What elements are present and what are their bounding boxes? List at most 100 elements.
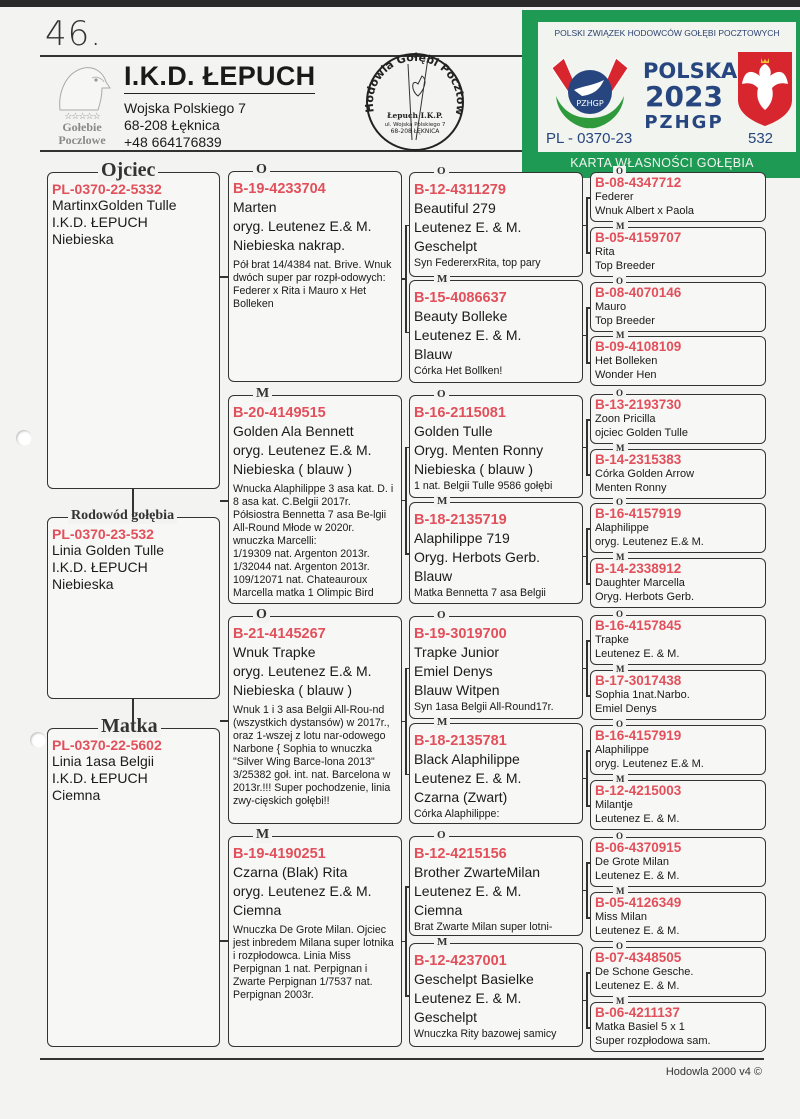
pedigree-box[interactable]: O B-07-4348505 De Schone Gesche. Leutenez E… (590, 941, 766, 997)
pedigree-box[interactable]: O B-16-4157845 Trapke Leutenez E. & M. (590, 609, 766, 665)
sex-label: O (613, 831, 627, 841)
connector-line (402, 278, 406, 280)
pigeon-info: De Schone Gesche. (595, 966, 694, 978)
pigeon-note: Matka Bennetta 7 asa Belgii (414, 587, 546, 599)
pigeon-note: Wnuk 1 i 3 asa Belgii All-Rou-nd (wszyst… (233, 704, 391, 807)
pedigree-box[interactable]: M B-17-3017438 Sophia 1nat.Narbo. Emiel Den… (590, 664, 766, 720)
pigeon-info: Oryg. Herbots Gerb. (414, 549, 541, 565)
sex-label: M (613, 774, 628, 784)
connector-line (583, 555, 587, 557)
pedigree-box[interactable]: Ojciec PL-0370-22-5332 MartinxGolden Tulle… (47, 159, 220, 489)
ring-number: B-20-4149515 (233, 405, 326, 421)
pedigree-box[interactable]: O B-16-4157919 Alaphilippe oryg. Leutenez E… (590, 719, 766, 775)
pigeon-info: Oryg. Menten Ronny (414, 442, 544, 458)
sex-label: M (613, 221, 628, 231)
pigeon-info: Rita (595, 246, 615, 258)
ring-number: B-06-4370915 (595, 840, 682, 855)
pigeon-info: Leutenez E. & M. (414, 883, 522, 899)
pigeon-info: Linia 1asa Belgii (52, 753, 154, 769)
sex-label: M (613, 552, 628, 562)
divider (40, 1058, 764, 1060)
pedigree-box[interactable]: O B-19-4233704 Marten oryg. Leutenez E.& M.… (228, 162, 402, 382)
connector-line (583, 446, 587, 448)
pedigree-box[interactable]: M B-06-4211137 Matka Basiel 5 x 1 Super roz… (590, 996, 766, 1052)
pigeon-info: Niebieska (52, 231, 114, 247)
pedigree-box[interactable]: M B-14-2315383 Córka Golden Arrow Menten Ro… (590, 443, 766, 499)
pigeon-info: Ciemna (233, 902, 282, 918)
pedigree-box[interactable]: O B-08-4070146 Mauro Top Breeder (590, 276, 766, 332)
pedigree-box[interactable]: M B-05-4126349 Miss Milan Leutenez E. & M. (590, 886, 766, 942)
ring-number: B-19-3019700 (414, 626, 507, 642)
pedigree-box[interactable]: M B-15-4086637 Beauty Bolleke Leutenez E. &… (409, 273, 583, 383)
pigeon-note: Córka Het Bollken! (414, 365, 503, 377)
pedigree-box[interactable]: O B-19-3019700 Trapke Junior Emiel Denys Bla… (409, 609, 583, 719)
pedigree-box[interactable]: Matka PL-0370-22-5602 Linia 1asa Belgii I.K… (47, 715, 220, 1047)
pedigree-box[interactable]: O B-08-4347712 Federer Wnuk Albert x Paola (590, 166, 766, 222)
pigeon-info: Leutenez E. & M. (595, 813, 680, 825)
pedigree-box[interactable]: M B-20-4149515 Golden Ala Bennett oryg. Leu… (228, 386, 402, 604)
pigeon-info: Niebieska (52, 576, 114, 592)
ring-number: PL-0370-22-5602 (52, 737, 162, 753)
ownership-card: POLSKI ZWIĄZEK HODOWCÓW GOŁĘBI POCZTOWYC… (522, 10, 800, 184)
sex-label: M (253, 827, 273, 843)
ring-number: B-08-4347712 (595, 175, 682, 190)
pedigree-box[interactable]: M B-12-4237001 Geschelpt Basielke Leutenez … (409, 936, 583, 1047)
pedigree-box[interactable]: M B-19-4190251 Czarna (Blak) Rita oryg. Leu… (228, 827, 402, 1047)
pedigree-box[interactable]: O B-12-4215156 Brother ZwarteMilan Leutenez… (409, 829, 583, 936)
pedigree-box[interactable]: M B-14-2338912 Daughter Marcella Oryg. Herb… (590, 552, 766, 608)
punch-hole (16, 430, 32, 446)
pedigree-box[interactable]: M B-09-4108109 Het Bolleken Wonder Hen (590, 330, 766, 386)
pedigree-box[interactable]: O B-16-2115081 Golden Tulle Oryg. Menten Ro… (409, 388, 583, 498)
ring-number: B-09-4108109 (595, 339, 682, 354)
connector-line (220, 720, 228, 722)
pedigree-box[interactable]: M B-18-2135781 Black Alaphilippe Leutenez E… (409, 716, 583, 824)
ring-number: B-06-4211137 (595, 1005, 680, 1020)
sex-label: M (613, 330, 628, 340)
pedigree-box[interactable]: O B-16-4157919 Alaphilippe oryg. Leutenez E… (590, 497, 766, 553)
connector-line (586, 640, 590, 642)
connector-line (583, 224, 587, 226)
pedigree-box[interactable]: O B-06-4370915 De Grote Milan Leutenez E. &… (590, 831, 766, 887)
sex-label: O (613, 276, 627, 286)
pedigree-box[interactable]: M B-12-4215003 Milantje Leutenez E. & M. (590, 774, 766, 830)
connector-line (586, 307, 590, 309)
ring-number: B-16-4157919 (595, 506, 682, 521)
pigeon-info: Wnuk Albert x Paola (595, 205, 695, 217)
pigeon-info: oryg. Leutenez E.& M. (233, 663, 372, 679)
pigeon-note: Wnucka Alaphilippe 3 asa kat. D. i 8 asa… (233, 483, 394, 599)
pigeon-info: Trapke Junior (414, 644, 500, 660)
svg-text:Łepuch I.K.P.: Łepuch I.K.P. (387, 111, 443, 120)
connector-line (402, 499, 406, 502)
ring-number: B-13-2193730 (595, 397, 682, 412)
pigeon-info: Ciemna (414, 902, 463, 918)
connector-line (132, 699, 134, 728)
sex-label: M (434, 495, 451, 507)
pigeon-info: Het Bolleken (595, 355, 658, 367)
connector-line (586, 695, 590, 697)
pigeon-info: Córka Golden Arrow (595, 468, 695, 480)
pedigree-box[interactable]: M B-18-2135719 Alaphilippe 719 Oryg. Herbot… (409, 495, 583, 604)
pigeon-note: Syn FedererxRita, top pary (414, 257, 541, 269)
svg-text:68-208 ŁĘKNICA: 68-208 ŁĘKNICA (391, 128, 441, 135)
connector-line (583, 334, 587, 336)
ring-number: B-14-2315383 (595, 452, 682, 467)
sex-label: O (253, 607, 270, 623)
connector-line (220, 276, 228, 278)
pedigree-box[interactable]: O B-12-4311279 Beautiful 279 Leutenez E. & … (409, 165, 583, 277)
ring-number: B-16-4157845 (595, 618, 682, 633)
scan-edge (0, 0, 800, 7)
divider (40, 150, 800, 152)
ring-number: B-12-4215156 (414, 846, 507, 862)
sex-label: O (613, 166, 627, 176)
pigeon-info: Black Alaphilippe (414, 751, 520, 767)
pigeon-info: Linia Golden Tulle (52, 542, 165, 558)
ring-number: B-05-4159707 (595, 230, 682, 245)
pedigree-box[interactable]: O B-13-2193730 Zoon Pricilla ojciec Golden … (590, 388, 766, 444)
pedigree-box[interactable]: M B-05-4159707 Rita Top Breeder (590, 221, 766, 277)
connector-line (220, 940, 228, 942)
pedigree-box[interactable]: Rodowód gołębia PL-0370-23-532 Linia Golde… (47, 508, 220, 699)
connector-line (586, 750, 590, 752)
pedigree-box[interactable]: O B-21-4145267 Wnuk Trapke oryg. Leutenez E… (228, 607, 402, 824)
pigeon-info: Niebieska ( blauw ) (233, 461, 353, 477)
connector-line (586, 474, 590, 476)
